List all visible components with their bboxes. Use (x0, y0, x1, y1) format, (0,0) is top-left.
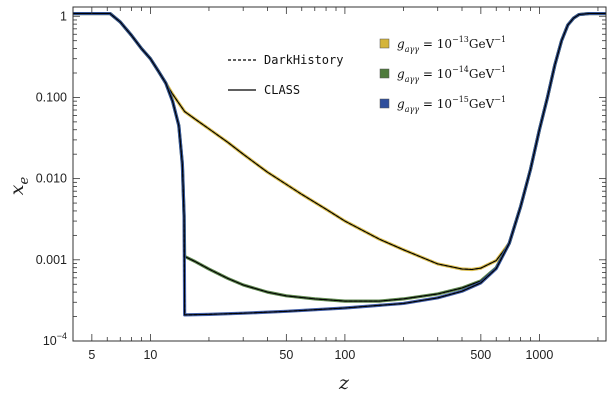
y-tick-label: 0.100 (36, 90, 67, 104)
y-tick-label: 1 (60, 9, 67, 23)
legend-coupling-label-3: gaγγ = 10−15GeV−1 (397, 95, 506, 114)
legend-label-darkhistory: DarkHistory (264, 53, 343, 67)
svg-text:xe: xe (6, 176, 32, 195)
coupling-legend: gaγγ = 10−13GeV−1 gaγγ = 10−14GeV−1 gaγγ =… (379, 35, 506, 114)
x-tick-label: 10 (143, 348, 157, 362)
x-tick-label: 50 (279, 348, 293, 362)
x-tick-label: 1000 (525, 348, 553, 362)
legend-coupling-label-1: gaγγ = 10−13GeV−1 (397, 35, 506, 54)
legend-color-swatch-3 (379, 98, 390, 109)
plot-frame (72, 6, 607, 342)
y-tick-label: 0.010 (36, 172, 67, 186)
y-axis-label: xe (6, 176, 32, 195)
y-axis-label-main: x (6, 184, 28, 195)
legend-color-swatch-1 (379, 38, 390, 49)
line-style-legend: DarkHistory CLASS (228, 53, 343, 97)
legend-label-class: CLASS (264, 83, 300, 97)
legend-coupling-label-2: gaγγ = 10−14GeV−1 (397, 65, 506, 84)
y-tick-label: 10−4 (43, 331, 67, 348)
series-darkhistory-line-3 (73, 13, 606, 316)
axis-ticks: 5 10 50 100 500 1000 1 0.100 0.010 0.001 10−4 (36, 7, 606, 362)
y-tick-label: 0.001 (36, 253, 67, 267)
x-tick-label: 100 (334, 348, 355, 362)
x-axis-label: z (338, 372, 350, 394)
y-axis-label-sub: e (17, 176, 32, 184)
x-tick-label: 500 (470, 348, 491, 362)
plot-area (73, 11, 606, 317)
axes-box (72, 6, 607, 342)
x-tick-label: 5 (88, 348, 95, 362)
legend-color-swatch-2 (379, 68, 390, 79)
